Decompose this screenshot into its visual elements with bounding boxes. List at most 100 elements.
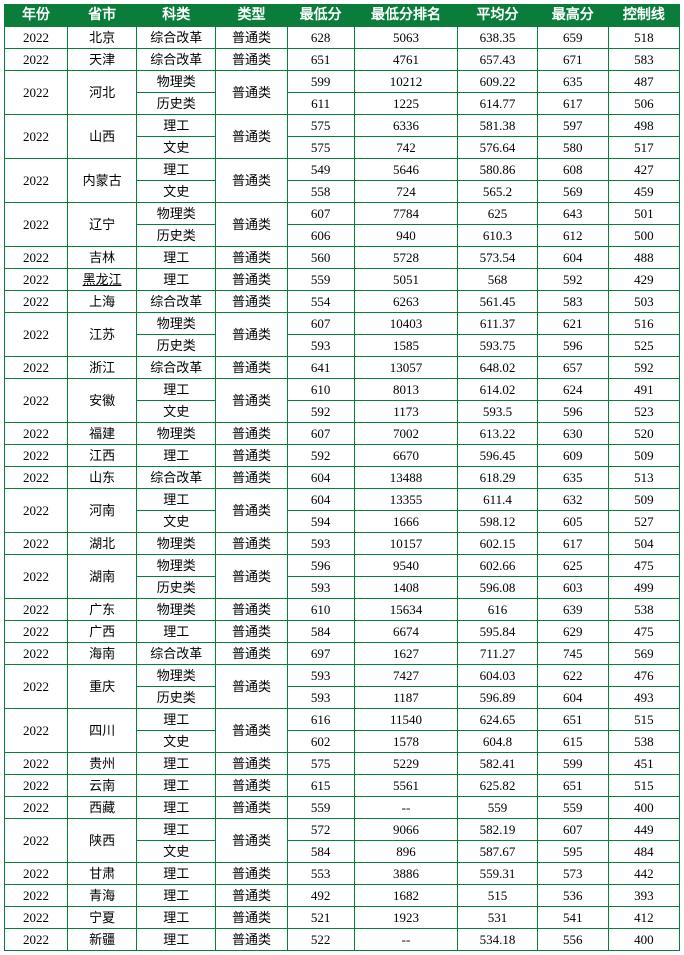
cell-max: 569 — [537, 181, 608, 203]
table-row: 2022河北物理类普通类59910212609.22635487 — [5, 71, 680, 93]
cell-subject: 物理类 — [137, 71, 216, 93]
cell-ctrl: 476 — [608, 665, 679, 687]
cell-rank: 10157 — [354, 533, 458, 555]
cell-avg: 610.3 — [458, 225, 537, 247]
cell-avg: 625.82 — [458, 775, 537, 797]
cell-year: 2022 — [5, 753, 68, 775]
cell-year: 2022 — [5, 27, 68, 49]
cell-min: 584 — [287, 841, 354, 863]
cell-year: 2022 — [5, 357, 68, 379]
cell-rank: 1923 — [354, 907, 458, 929]
cell-year: 2022 — [5, 555, 68, 599]
cell-subject: 文史 — [137, 511, 216, 533]
cell-type: 普通类 — [216, 247, 287, 269]
header-5: 最低分排名 — [354, 5, 458, 27]
cell-min: 575 — [287, 753, 354, 775]
cell-year: 2022 — [5, 621, 68, 643]
cell-rank: 1173 — [354, 401, 458, 423]
cell-avg: 657.43 — [458, 49, 537, 71]
cell-year: 2022 — [5, 423, 68, 445]
cell-ctrl: 523 — [608, 401, 679, 423]
cell-rank: -- — [354, 929, 458, 951]
cell-province: 黑龙江 — [68, 269, 137, 291]
table-row: 2022云南理工普通类6155561625.82651515 — [5, 775, 680, 797]
cell-max: 603 — [537, 577, 608, 599]
cell-min: 559 — [287, 797, 354, 819]
header-8: 控制线 — [608, 5, 679, 27]
cell-year: 2022 — [5, 269, 68, 291]
table-row: 2022广东物理类普通类61015634616639538 — [5, 599, 680, 621]
cell-max: 536 — [537, 885, 608, 907]
cell-type: 普通类 — [216, 863, 287, 885]
cell-min: 641 — [287, 357, 354, 379]
cell-max: 556 — [537, 929, 608, 951]
cell-avg: 596.08 — [458, 577, 537, 599]
cell-rank: 9540 — [354, 555, 458, 577]
cell-subject: 理工 — [137, 445, 216, 467]
cell-subject: 理工 — [137, 709, 216, 731]
cell-rank: 1627 — [354, 643, 458, 665]
cell-province: 海南 — [68, 643, 137, 665]
cell-subject: 物理类 — [137, 533, 216, 555]
cell-province: 四川 — [68, 709, 137, 753]
cell-max: 592 — [537, 269, 608, 291]
cell-min: 522 — [287, 929, 354, 951]
cell-year: 2022 — [5, 313, 68, 357]
cell-avg: 581.38 — [458, 115, 537, 137]
cell-avg: 515 — [458, 885, 537, 907]
cell-subject: 理工 — [137, 885, 216, 907]
cell-min: 559 — [287, 269, 354, 291]
cell-max: 596 — [537, 335, 608, 357]
table-row: 2022江苏物理类普通类60710403611.37621516 — [5, 313, 680, 335]
cell-year: 2022 — [5, 203, 68, 247]
cell-type: 普通类 — [216, 775, 287, 797]
cell-subject: 文史 — [137, 137, 216, 159]
cell-max: 617 — [537, 93, 608, 115]
cell-max: 635 — [537, 71, 608, 93]
header-6: 平均分 — [458, 5, 537, 27]
cell-province: 河北 — [68, 71, 137, 115]
cell-type: 普通类 — [216, 269, 287, 291]
cell-type: 普通类 — [216, 489, 287, 533]
cell-ctrl: 459 — [608, 181, 679, 203]
cell-province: 贵州 — [68, 753, 137, 775]
cell-max: 541 — [537, 907, 608, 929]
cell-max: 621 — [537, 313, 608, 335]
cell-ctrl: 427 — [608, 159, 679, 181]
cell-max: 580 — [537, 137, 608, 159]
cell-max: 671 — [537, 49, 608, 71]
cell-ctrl: 393 — [608, 885, 679, 907]
cell-max: 559 — [537, 797, 608, 819]
cell-min: 593 — [287, 533, 354, 555]
cell-min: 554 — [287, 291, 354, 313]
cell-year: 2022 — [5, 885, 68, 907]
cell-rank: 13488 — [354, 467, 458, 489]
cell-min: 521 — [287, 907, 354, 929]
cell-min: 604 — [287, 489, 354, 511]
cell-min: 492 — [287, 885, 354, 907]
cell-max: 632 — [537, 489, 608, 511]
cell-subject: 理工 — [137, 819, 216, 841]
table-row: 2022甘肃理工普通类5533886559.31573442 — [5, 863, 680, 885]
cell-avg: 576.64 — [458, 137, 537, 159]
cell-max: 609 — [537, 445, 608, 467]
cell-avg: 609.22 — [458, 71, 537, 93]
cell-rank: 940 — [354, 225, 458, 247]
cell-province: 宁夏 — [68, 907, 137, 929]
cell-avg: 648.02 — [458, 357, 537, 379]
cell-rank: 1225 — [354, 93, 458, 115]
cell-year: 2022 — [5, 599, 68, 621]
table-row: 2022黑龙江理工普通类5595051568592429 — [5, 269, 680, 291]
cell-ctrl: 515 — [608, 775, 679, 797]
cell-max: 597 — [537, 115, 608, 137]
cell-type: 普通类 — [216, 665, 287, 709]
table-row: 2022青海理工普通类4921682515536393 — [5, 885, 680, 907]
cell-subject: 综合改革 — [137, 291, 216, 313]
cell-rank: 13355 — [354, 489, 458, 511]
cell-min: 594 — [287, 511, 354, 533]
cell-min: 651 — [287, 49, 354, 71]
cell-rank: 10212 — [354, 71, 458, 93]
header-4: 最低分 — [287, 5, 354, 27]
cell-ctrl: 429 — [608, 269, 679, 291]
cell-min: 584 — [287, 621, 354, 643]
